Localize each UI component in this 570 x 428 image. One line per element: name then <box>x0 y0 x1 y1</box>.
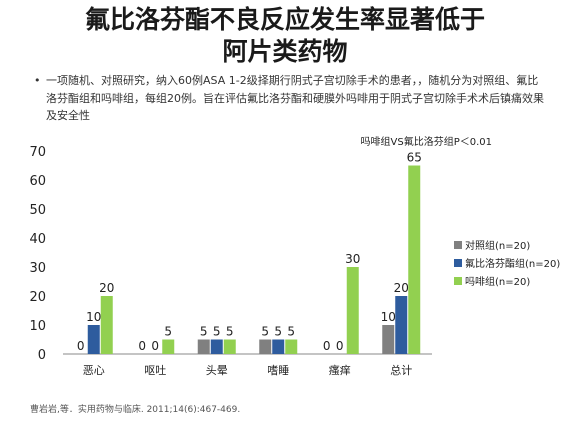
bar <box>210 339 223 354</box>
bar <box>395 296 408 354</box>
bar <box>346 267 359 354</box>
data-label: 0 <box>138 339 146 353</box>
data-label: 10 <box>381 310 396 324</box>
data-label: 5 <box>164 325 172 339</box>
legend-label: 氟比洛芬酯组(n=20) <box>465 257 560 270</box>
y-tick-label: 70 <box>29 145 46 160</box>
study-description: • 一项随机、对照研究，纳入60例ASA 1-2级择期行阴式子宫切除手术的患者，… <box>34 72 546 125</box>
x-category-label: 头晕 <box>206 364 228 377</box>
data-label: 65 <box>407 151 422 165</box>
bar <box>87 325 100 354</box>
bar <box>382 325 395 354</box>
citation: 曹岩岩,等．实用药物与临床. 2011;14(6):467-469. <box>30 405 241 415</box>
x-category-label: 呕吐 <box>144 364 166 377</box>
slide-title-line1: 氟比洛芬酯不良反应发生率显著低于 <box>84 5 485 34</box>
bar <box>197 339 210 354</box>
bullet-icon: • <box>34 74 41 87</box>
x-category-label: 瘙痒 <box>329 363 351 377</box>
data-label: 5 <box>200 325 208 339</box>
data-label: 5 <box>274 325 282 339</box>
legend-swatch <box>454 241 462 249</box>
y-tick-label: 0 <box>38 348 46 363</box>
x-category-label: 总计 <box>390 363 412 377</box>
y-tick-label: 60 <box>29 174 46 189</box>
y-tick-label: 30 <box>29 261 46 276</box>
data-label: 5 <box>287 325 295 339</box>
slide-title-line2: 阿片类药物 <box>222 37 348 66</box>
legend-label: 对照组(n=20) <box>465 239 530 252</box>
study-description-text: 一项随机、对照研究，纳入60例ASA 1-2级择期行阴式子宫切除手术的患者，，随… <box>46 74 544 122</box>
x-category-label: 恶心 <box>83 364 105 377</box>
bar <box>259 339 272 354</box>
legend-swatch <box>454 259 462 267</box>
y-tick-label: 20 <box>29 290 46 305</box>
data-label: 30 <box>345 252 360 266</box>
data-label: 20 <box>394 281 409 295</box>
legend-swatch <box>454 277 462 285</box>
y-tick-label: 10 <box>29 319 46 334</box>
data-label: 10 <box>86 310 101 324</box>
data-label: 0 <box>77 339 85 353</box>
bar <box>408 165 421 354</box>
y-tick-label: 40 <box>29 232 46 247</box>
data-label: 5 <box>213 325 221 339</box>
bar <box>223 339 236 354</box>
data-label: 5 <box>226 325 234 339</box>
data-label: 0 <box>151 339 159 353</box>
chart-annotation: 吗啡组VS氟比洛芬组P＜0.01 <box>361 135 492 148</box>
y-tick-label: 50 <box>29 203 46 218</box>
data-label: 5 <box>261 325 269 339</box>
bar <box>272 339 285 354</box>
bar <box>285 339 298 354</box>
data-label: 0 <box>323 339 331 353</box>
bar <box>162 339 175 354</box>
bar <box>100 296 113 354</box>
x-category-label: 嗜睡 <box>267 364 289 377</box>
legend-label: 吗啡组(n=20) <box>465 275 530 288</box>
data-label: 20 <box>99 281 114 295</box>
data-label: 0 <box>336 339 344 353</box>
